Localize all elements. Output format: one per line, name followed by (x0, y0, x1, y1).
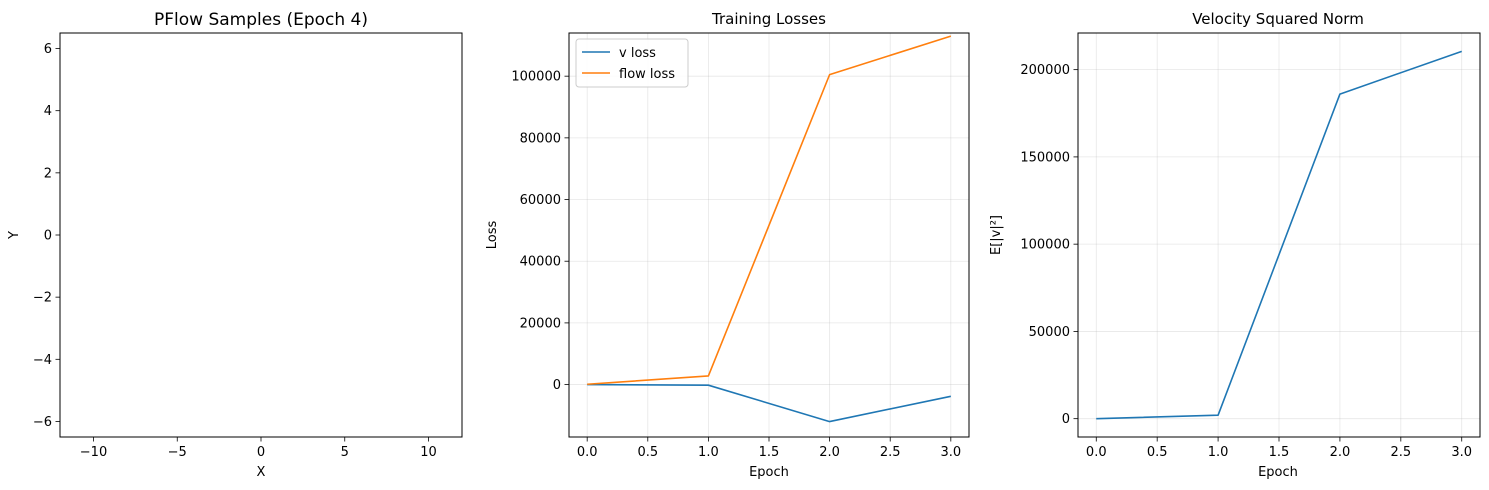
v-loss-line (587, 383, 951, 423)
x-tick-label: 1.0 (1208, 445, 1229, 460)
y-tick-label: 0 (553, 378, 561, 393)
velocity-ylabel: E[|v|²] (989, 215, 1004, 255)
x-tick-label: 5 (341, 445, 349, 460)
velocity-axes-frame (1077, 32, 1481, 438)
x-tick-label: 0 (257, 445, 265, 460)
legend-box (575, 38, 689, 88)
losses-xlabel: Epoch (749, 465, 789, 480)
y-tick-label: 50000 (1029, 325, 1070, 340)
samples-title: PFlow Samples (Epoch 4) (154, 10, 368, 30)
y-tick-label: 80000 (520, 131, 561, 146)
y-tick-label: 20000 (520, 316, 561, 331)
samples-xlabel: X (257, 465, 266, 480)
x-tick-label: 3.0 (1451, 445, 1472, 460)
y-tick-label: 2 (44, 166, 52, 181)
x-tick-label: 3.0 (940, 445, 961, 460)
x-tick-label: 0.0 (1086, 445, 1107, 460)
velocity-title: Velocity Squared Norm (1192, 10, 1364, 28)
x-tick-label: 10 (420, 445, 437, 460)
y-tick-label: 60000 (520, 193, 561, 208)
x-tick-label: 1.0 (698, 445, 719, 460)
y-tick-label: 150000 (1020, 150, 1070, 165)
x-tick-label: 0.0 (577, 445, 598, 460)
y-tick-label: 100000 (1020, 238, 1070, 253)
y-tick-label: 200000 (1020, 63, 1070, 78)
x-tick-label: 2.5 (1390, 445, 1411, 460)
losses-ylabel: Loss (485, 221, 500, 250)
y-tick-label: 4 (44, 104, 52, 119)
legend-flow-loss-label: flow loss (619, 67, 675, 82)
losses-legend: v loss flow loss (575, 38, 689, 88)
x-tick-label: 1.5 (1269, 445, 1290, 460)
velocity-plot: Velocity Squared Norm 0.0 0.5 1.0 1.5 2.0 2.5… (989, 10, 1481, 480)
x-tick-label: 0.5 (1147, 445, 1168, 460)
losses-axes-frame (568, 32, 970, 438)
x-tick-label: 0.5 (637, 445, 658, 460)
x-tick-label: 2.0 (819, 445, 840, 460)
flow-loss-line (587, 35, 952, 386)
losses-plot: Training Losses 0.0 0.5 1.0 1.5 2.0 2.5 3.0 0 20… (485, 10, 970, 480)
legend-v-loss-label: v loss (619, 46, 656, 61)
y-tick-label: 0 (1062, 412, 1070, 427)
x-tick-label: −5 (168, 445, 187, 460)
velocity-xlabel: Epoch (1258, 465, 1298, 480)
x-tick-label: 2.5 (880, 445, 901, 460)
y-tick-label: −4 (33, 353, 52, 368)
samples-ylabel: Y (7, 231, 22, 240)
y-tick-label: −2 (33, 291, 52, 306)
y-tick-label: 100000 (511, 70, 561, 85)
losses-title: Training Losses (711, 10, 826, 28)
samples-axes-frame (59, 32, 463, 438)
y-tick-label: −6 (33, 415, 52, 430)
y-tick-label: 6 (44, 42, 52, 57)
series-0-line (1096, 50, 1462, 420)
x-tick-label: −10 (80, 445, 107, 460)
x-tick-label: 2.0 (1330, 445, 1351, 460)
y-tick-label: 40000 (520, 255, 561, 270)
x-tick-label: 1.5 (759, 445, 780, 460)
y-tick-label: 0 (44, 229, 52, 244)
samples-plot: PFlow Samples (Epoch 4) −10 −5 0 5 10 −6 −4 −2 0… (7, 10, 463, 480)
